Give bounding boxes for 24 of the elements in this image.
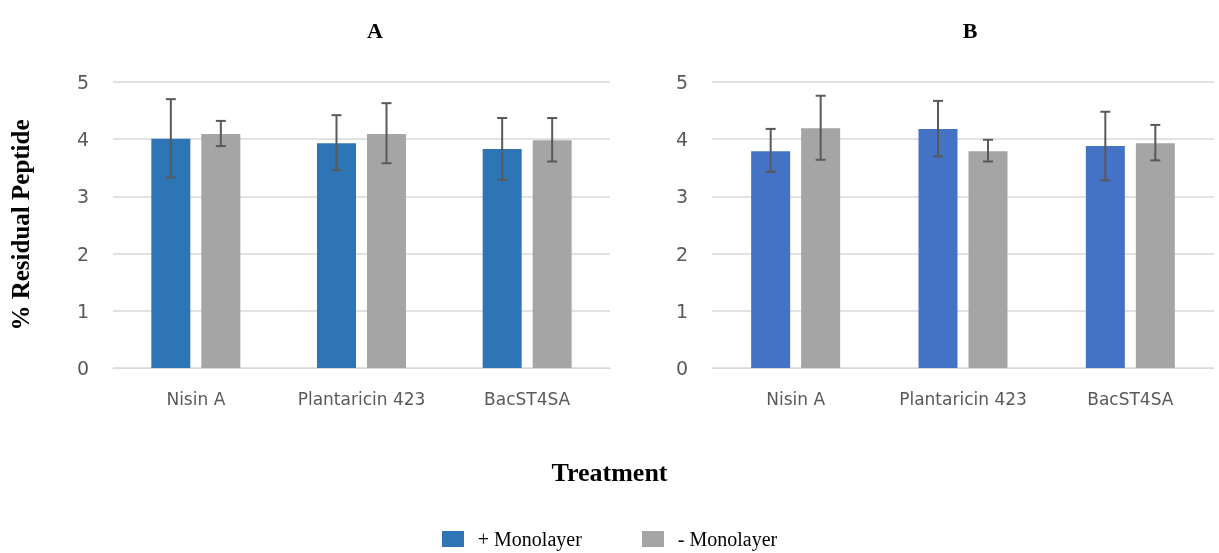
y-tick-label: 5: [76, 71, 89, 93]
y-tick-label: 4: [675, 128, 688, 151]
chart-title: A: [367, 17, 384, 43]
y-tick-label: 1: [675, 299, 688, 322]
y-tick-label: 5: [675, 71, 688, 93]
y-tick-label: 0: [76, 357, 89, 379]
y-tick-label: 2: [76, 242, 89, 265]
x-tick-label: Plantaricin 423: [297, 388, 426, 409]
x-tick-label: Nisin A: [766, 388, 826, 409]
x-tick-label: Nisin A: [166, 388, 226, 409]
x-tick-label: Plantaricin 423: [899, 388, 1027, 409]
y-tick-label: 1: [76, 299, 89, 322]
x-tick-label: BacST4SA: [1087, 388, 1174, 409]
x-axis-title: Treatment: [550, 458, 669, 488]
legend-label: - Monolayer: [676, 528, 778, 551]
y-axis-title: % Residual Peptide: [7, 119, 34, 331]
y-tick-label: 0: [675, 357, 688, 379]
chart-title: B: [962, 17, 978, 43]
y-tick-label: 2: [675, 242, 688, 265]
y-tick-label: 3: [76, 185, 89, 208]
legend-label: + Monolayer: [476, 528, 582, 551]
y-tick-label: 3: [675, 185, 688, 208]
y-tick-label: 4: [76, 128, 89, 151]
x-tick-label: BacST4SA: [484, 388, 571, 409]
